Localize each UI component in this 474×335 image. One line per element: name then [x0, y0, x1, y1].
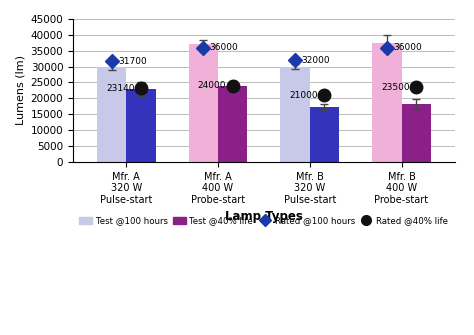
Y-axis label: Lumens (lm): Lumens (lm)	[15, 55, 25, 125]
Text: 21000: 21000	[290, 91, 318, 100]
Bar	[281, 67, 310, 162]
Bar	[218, 86, 247, 162]
Bar	[372, 43, 401, 162]
X-axis label: Lamp Types: Lamp Types	[225, 210, 303, 223]
Text: 36000: 36000	[210, 43, 238, 52]
Text: 32000: 32000	[301, 56, 330, 65]
Bar	[97, 67, 126, 162]
Text: 23140: 23140	[106, 84, 135, 93]
Text: 24000: 24000	[198, 81, 226, 90]
Bar	[310, 107, 339, 162]
Text: 31700: 31700	[118, 57, 147, 66]
Legend: Test @100 hours, Test @40% life, Rated @100 hours, Rated @40% life: Test @100 hours, Test @40% life, Rated @…	[76, 213, 452, 229]
Bar	[189, 44, 218, 162]
Text: 36000: 36000	[393, 43, 422, 52]
Bar	[401, 104, 431, 162]
Text: 23500: 23500	[381, 83, 410, 92]
Bar	[126, 89, 155, 162]
